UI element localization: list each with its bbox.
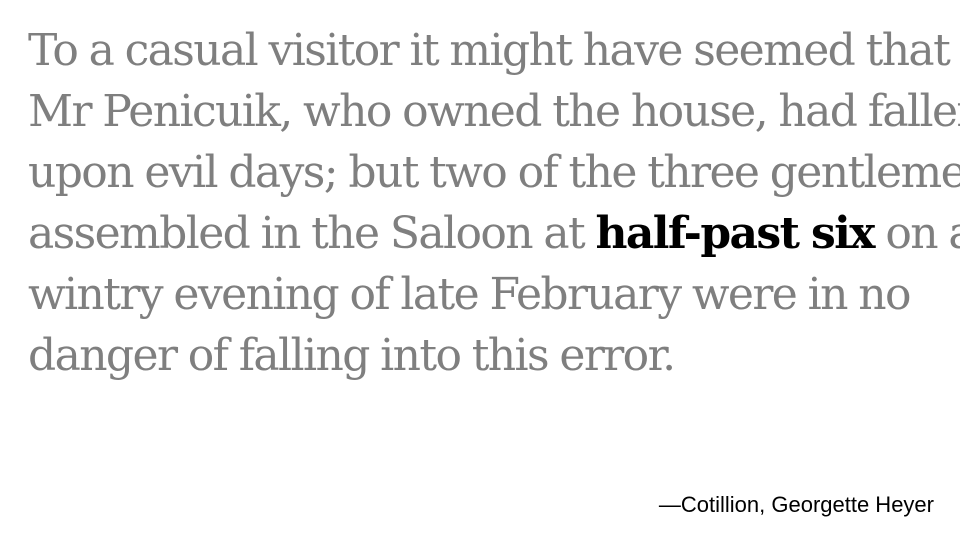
quote-line-4: assembled in the Saloon at half-past six… <box>28 203 960 264</box>
quote-line-6: danger of falling into this error. <box>28 330 676 381</box>
quote-text: To a casual visitor it might have seemed… <box>28 20 960 386</box>
highlighted-time: half-past six <box>595 208 875 259</box>
quote-line-4-after: on a <box>885 208 960 259</box>
quote-line-5: wintry evening of late February were in … <box>28 269 911 320</box>
quote-attribution: —Cotillion, Georgette Heyer <box>658 492 934 517</box>
quote-line-1: To a casual visitor it might have seemed… <box>28 25 951 76</box>
quote-line-3: upon evil days; but two of the three gen… <box>28 147 960 198</box>
quote-line-2: Mr Penicuik, who owned the house, had fa… <box>28 86 960 137</box>
quote-line-4-before: assembled in the Saloon at <box>28 208 596 259</box>
